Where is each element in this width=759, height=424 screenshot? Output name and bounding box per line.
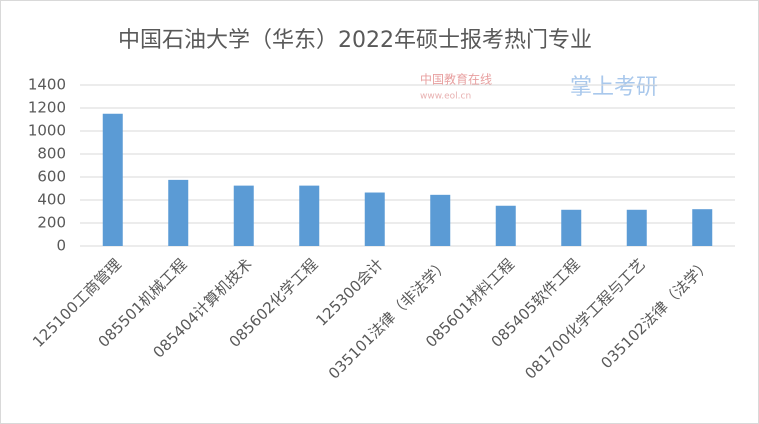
watermark: 掌上考研 [570, 75, 658, 100]
bar [168, 179, 189, 246]
y-tick-label: 600 [37, 168, 66, 186]
watermark: 中国教育在线 [420, 72, 492, 87]
bar [299, 185, 320, 246]
bar [430, 194, 451, 246]
bar [561, 209, 582, 246]
bar [102, 113, 123, 246]
chart-title: 中国石油大学（华东）2022年硕士报考热门专业 [118, 28, 592, 53]
bar [233, 185, 254, 246]
y-tick-label: 800 [37, 145, 66, 163]
bar [626, 209, 647, 246]
y-tick-label: 1400 [28, 76, 66, 94]
bar [692, 209, 713, 246]
y-tick-label: 400 [37, 191, 66, 209]
y-tick-label: 1200 [28, 99, 66, 117]
y-tick-label: 1000 [28, 122, 66, 140]
bar [495, 205, 516, 246]
watermark: www.eol.cn [420, 92, 471, 102]
y-tick-label: 200 [37, 214, 66, 232]
y-tick-label: 0 [56, 237, 66, 255]
bar [364, 192, 385, 246]
